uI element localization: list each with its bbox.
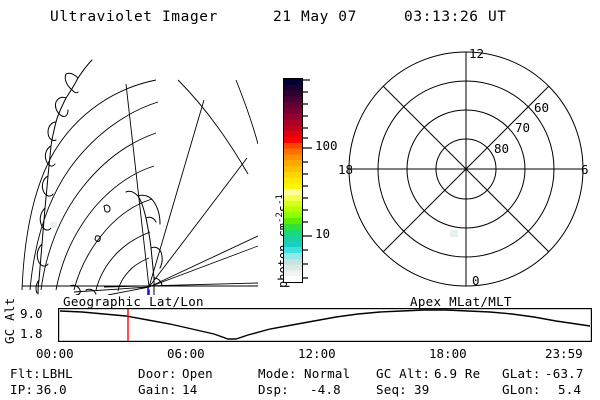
- lat-label-60: 60: [534, 100, 550, 115]
- status-dsp-key: Dsp:: [258, 382, 289, 397]
- apex-polar-svg: [348, 51, 584, 287]
- status-flt-key: Flt:: [10, 366, 41, 381]
- status-door-key: Door:: [138, 366, 177, 381]
- gc-alt-strip-plot[interactable]: GC Alt 9.0 1.8: [0, 297, 600, 345]
- geographic-map-panel[interactable]: [8, 40, 258, 295]
- status-mode-value: Normal: [304, 366, 351, 381]
- header-instrument-title: Ultraviolet Imager: [50, 9, 218, 25]
- status-ip-key: IP:: [10, 382, 34, 397]
- status-seq-value: 39: [414, 382, 430, 397]
- mlt-label-18: 18: [338, 162, 354, 177]
- header-time: 03:13:26 UT: [404, 9, 507, 25]
- strip-plot-y-tick-high: 9.0: [20, 306, 43, 321]
- geographic-panel-title: Geographic Lat/Lon: [63, 294, 204, 309]
- status-gcalt-key: GC Alt:: [376, 366, 431, 381]
- status-glon-key: GLon:: [502, 382, 541, 397]
- colorbar-panel[interactable]: photon cm-2s-1: [255, 40, 340, 298]
- strip-plot-svg: [58, 308, 592, 342]
- status-gain-value: 14: [182, 382, 198, 397]
- time-tick-0000: 00:00: [36, 346, 74, 361]
- time-tick-1800: 18:00: [429, 346, 467, 361]
- status-glat-key: GLat:: [502, 366, 541, 381]
- strip-plot-frame: [58, 308, 592, 342]
- lat-arc-outer: [21, 79, 157, 291]
- time-tick-0600: 06:00: [167, 346, 205, 361]
- status-mode-key: Mode:: [258, 366, 297, 381]
- mlt-label-0: 0: [472, 273, 480, 288]
- geographic-map-svg: [21, 59, 258, 295]
- header-date: 21 May 07: [273, 9, 357, 25]
- gc-alt-curve: [59, 309, 591, 340]
- apex-polar-panel[interactable]: 12 6 0 18 60 70 80: [332, 40, 600, 298]
- status-gain-key: Gain:: [138, 382, 177, 397]
- colorbar-tick-label-10: 10: [315, 226, 331, 241]
- strip-plot-y-tick-low: 1.8: [20, 326, 43, 341]
- status-gcalt-value: 6.9 Re: [434, 366, 481, 381]
- meridian-diagonal-b: [382, 85, 550, 253]
- status-seq-key: Seq:: [376, 382, 407, 397]
- mlt-label-6: 6: [581, 162, 589, 177]
- time-tick-1200: 12:00: [298, 346, 336, 361]
- status-ip-value: 36.0: [36, 382, 67, 397]
- apex-panel-title: Apex MLat/MLT: [410, 294, 512, 309]
- time-tick-2359: 23:59: [545, 346, 583, 361]
- colorbar-tick-label-100: 100: [315, 138, 338, 153]
- status-glon-value: 5.4: [558, 382, 582, 397]
- mlt-label-12: 12: [469, 46, 485, 61]
- status-dsp-value: -4.8: [310, 382, 341, 397]
- lat-label-80: 80: [494, 141, 510, 156]
- colorbar-ticks: [303, 79, 312, 279]
- colorbar-gradient: [283, 78, 303, 283]
- status-door-value: Open: [182, 366, 213, 381]
- apex-emission-patch: [450, 230, 458, 237]
- status-flt-value: LBHL: [42, 366, 73, 381]
- status-glat-value: -63.7: [545, 366, 584, 381]
- strip-plot-y-axis-label: GC Alt: [2, 297, 17, 344]
- emission-patch: [50, 222, 57, 228]
- lat-label-70: 70: [515, 120, 531, 135]
